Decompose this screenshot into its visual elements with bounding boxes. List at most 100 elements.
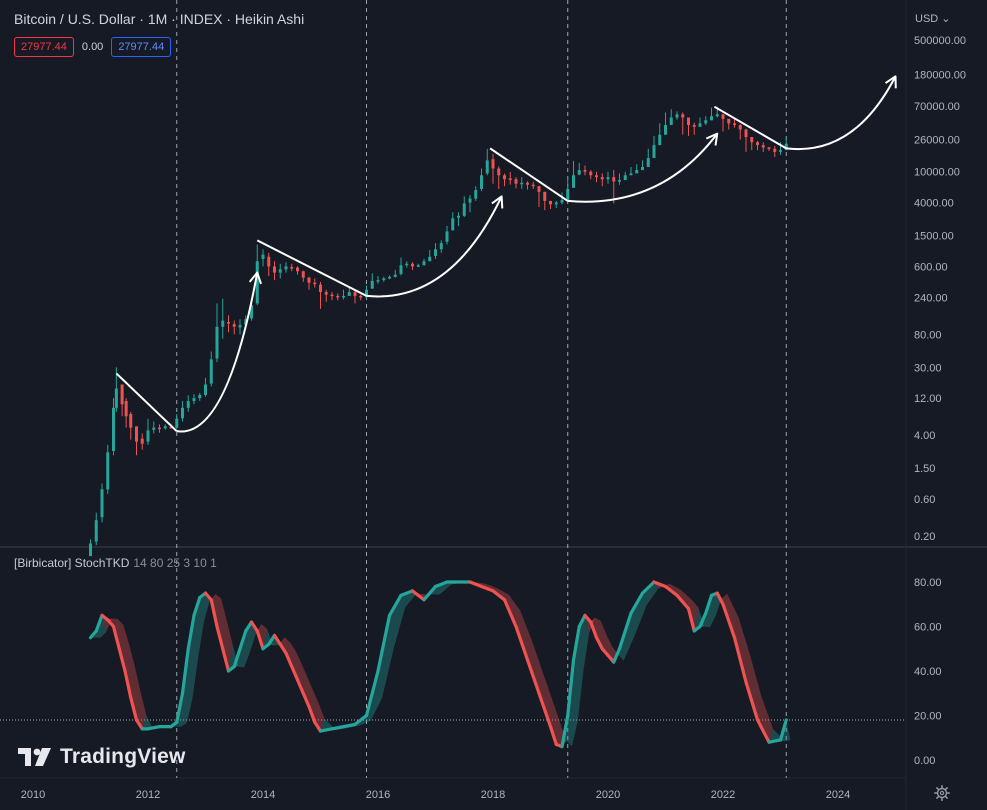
candle-body <box>169 426 173 429</box>
candle-body <box>94 520 98 542</box>
price-axis-label: 180000.00 <box>914 69 966 81</box>
candle-body <box>462 203 466 216</box>
projection-arrowhead <box>248 271 262 285</box>
oscillator-axis-label: 60.00 <box>914 622 942 634</box>
candle-body <box>583 170 587 172</box>
candle-body <box>342 295 345 298</box>
oscillator-line <box>778 718 788 742</box>
oscillator-line <box>117 647 127 673</box>
candle-body <box>784 143 788 151</box>
candle-body <box>192 398 196 402</box>
indicator-title[interactable]: [Birbicator] StochTKD 14 80 25 3 10 1 <box>14 556 217 570</box>
oscillator-line <box>629 591 645 615</box>
oscillator-line <box>255 629 265 651</box>
oscillator-line <box>129 696 139 722</box>
oscillator-ribbon <box>378 615 394 698</box>
oscillator-line <box>617 611 633 651</box>
oscillator-line <box>566 658 576 718</box>
candle-body <box>140 438 144 444</box>
candle-body <box>324 292 328 295</box>
oscillator-line <box>364 669 380 718</box>
oscillator-line <box>295 678 305 695</box>
candle-body <box>520 182 524 185</box>
oscillator-ribbon <box>182 648 193 724</box>
settings-gear-icon[interactable] <box>934 785 950 806</box>
candle-body <box>227 322 230 324</box>
oscillator-axis-label: 40.00 <box>914 666 942 678</box>
oscillator-line <box>180 647 190 695</box>
candle-body <box>508 178 512 180</box>
brand-name: TradingView <box>60 745 186 768</box>
oscillator-ribbon <box>119 625 130 671</box>
candle-body <box>261 254 265 259</box>
candle-body <box>761 145 765 148</box>
oscillator-line <box>94 613 104 633</box>
oscillator-line <box>525 658 541 695</box>
candle-body <box>618 180 621 182</box>
candle-body <box>704 120 708 124</box>
candle-body <box>457 215 460 218</box>
oscillator-ribbon <box>527 639 544 694</box>
oscillator-line <box>422 584 438 602</box>
candle-body <box>451 218 455 231</box>
oscillator-line <box>433 580 449 589</box>
time-axis-label: 2018 <box>481 789 505 801</box>
candle-body <box>669 117 673 126</box>
oscillator-line <box>209 598 219 629</box>
oscillator-line <box>134 718 144 731</box>
candle-body <box>114 388 118 408</box>
candle-body <box>439 243 443 250</box>
oscillator-ribbon <box>303 677 314 707</box>
candle-body <box>319 284 322 293</box>
candle-body <box>710 116 713 121</box>
candle-body <box>606 177 610 180</box>
oscillator-ribbon <box>211 594 222 627</box>
oscillator-ribbon <box>590 617 601 638</box>
downtrend-line <box>115 372 178 432</box>
oscillator-ribbon <box>113 618 124 649</box>
oscillator-line <box>491 589 507 602</box>
oscillator-line <box>767 738 783 744</box>
oscillator-line <box>732 636 748 684</box>
oscillator-ribbon <box>217 598 227 649</box>
oscillator-line <box>589 620 599 640</box>
brand-logo[interactable]: TradingView <box>18 745 186 769</box>
oscillator-ribbon <box>493 588 509 600</box>
oscillator-line <box>146 725 162 731</box>
candle-body <box>491 159 495 169</box>
candle-body <box>560 200 564 203</box>
candle-body <box>330 294 334 297</box>
indicator-name: [Birbicator] StochTKD <box>14 556 130 570</box>
price-axis-label: 1.50 <box>914 463 935 475</box>
candle-body <box>658 134 662 146</box>
candle-body <box>296 267 299 272</box>
candle-body <box>273 266 276 273</box>
oscillator-ribbon <box>579 615 590 671</box>
oscillator-line <box>698 611 708 629</box>
candle-body <box>635 170 639 174</box>
candle-body <box>514 179 518 184</box>
symbol-header[interactable]: Bitcoin / U.S. Dollar · 1M · INDEX · Hei… <box>14 11 305 27</box>
close-value-badge: 27977.44 <box>111 37 172 57</box>
time-axis-label: 2012 <box>136 789 160 801</box>
oscillator-ribbon <box>366 671 383 721</box>
candle-body <box>566 188 570 201</box>
oscillator-ribbon <box>257 623 268 649</box>
oscillator-line <box>284 651 294 669</box>
candle-body <box>468 198 472 203</box>
candle-body <box>779 150 782 152</box>
time-axis-label: 2024 <box>826 789 850 801</box>
oscillator-line <box>272 633 282 646</box>
candle-body <box>434 249 437 256</box>
oscillator-ribbon <box>504 594 521 627</box>
candle-body <box>767 147 771 150</box>
candle-body <box>549 200 552 205</box>
candle-body <box>497 168 501 176</box>
candle-body <box>152 427 156 430</box>
currency-selector[interactable]: USD ⌄ <box>915 12 951 25</box>
oscillator-ribbon <box>619 613 636 661</box>
candle-body <box>244 319 248 325</box>
oscillator-line <box>376 613 392 673</box>
